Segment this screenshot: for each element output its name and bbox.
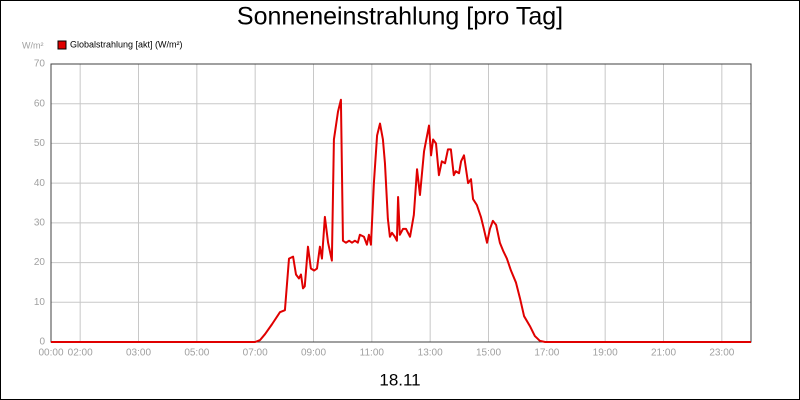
chart-title: Sonneneinstrahlung [pro Tag] [237,3,563,31]
x-tick-label: 03:00 [126,348,151,359]
x-tick-label: 05:00 [184,348,209,359]
x-tick-label: 17:00 [534,348,559,359]
plot-border [50,63,752,343]
y-tick-label: 0 [39,337,45,348]
x-tick-label: 23:00 [709,348,734,359]
x-tick-label: 13:00 [418,348,443,359]
x-tick-label: 00:00 [38,348,63,359]
y-tick-label: 50 [34,138,46,149]
y-tick-label: 70 [34,59,46,70]
x-tick-label: 02:00 [68,348,93,359]
legend-label: Globalstrahlung [akt] (W/m²) [70,39,183,49]
y-axis-label: W/m² [22,40,44,50]
legend-swatch [57,40,67,50]
y-tick-label: 30 [34,217,46,228]
y-tick-label: 10 [34,297,46,308]
x-tick-label: 15:00 [476,348,501,359]
x-tick-label: 09:00 [301,348,326,359]
y-tick-label: 60 [34,98,46,109]
y-tick-label: 20 [34,257,46,268]
x-axis-label: 18.11 [379,370,420,389]
x-tick-label: 11:00 [360,348,385,359]
x-tick-label: 21:00 [651,348,676,359]
plot-area [51,64,751,342]
x-tick-label: 19:00 [593,348,618,359]
line [51,98,751,343]
x-tick-label: 07:00 [243,348,268,359]
y-tick-label: 40 [34,178,46,189]
